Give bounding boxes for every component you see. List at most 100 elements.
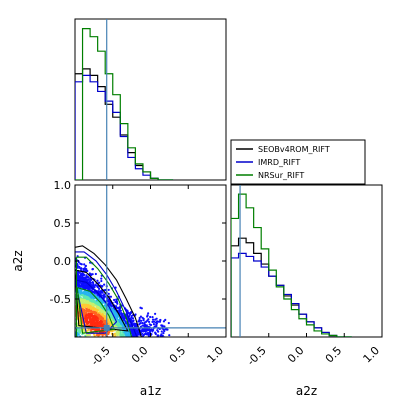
scatter-point: [133, 339, 135, 341]
scatter-point: [160, 333, 163, 336]
scatter-point: [134, 338, 136, 340]
scatter-point: [96, 306, 99, 309]
scatter-point: [102, 311, 105, 314]
scatter-point: [144, 339, 146, 341]
scatter-point: [148, 323, 151, 326]
scatter-point: [92, 306, 95, 309]
scatter-point: [92, 304, 95, 307]
scatter-point: [72, 327, 74, 329]
scatter-point: [73, 269, 75, 271]
scatter-point: [84, 318, 88, 321]
scatter-point: [77, 276, 80, 279]
scatter-point: [101, 313, 104, 316]
scatter-point: [111, 309, 115, 312]
scatter-point: [90, 313, 93, 316]
scatter-point: [102, 296, 105, 299]
scatter-point: [92, 282, 95, 285]
scatter-point: [87, 328, 90, 332]
scatter-point: [126, 309, 129, 312]
a2z-xtick-label: 0.5: [323, 344, 345, 366]
scatter-point: [139, 339, 141, 341]
scatter-point: [73, 310, 75, 312]
scatter-point: [157, 320, 160, 323]
scatter-point: [131, 332, 135, 335]
scatter-point: [89, 277, 92, 281]
scatter-point: [158, 320, 162, 323]
scatter-point: [130, 318, 133, 322]
scatter-point: [79, 291, 82, 294]
scatter-point: [133, 323, 136, 326]
scatter-point: [85, 268, 88, 271]
scatter-point: [113, 332, 116, 335]
scatter-point: [103, 316, 106, 319]
scatter-point: [84, 276, 88, 279]
scatter-point: [114, 311, 117, 314]
scatter-point: [86, 300, 89, 303]
scatter-point: [88, 314, 91, 317]
scatter-point: [78, 265, 81, 269]
scatter-point: [136, 329, 140, 332]
a2z-hist-series-1: [231, 252, 352, 337]
scatter-point: [89, 316, 92, 320]
scatter-point: [103, 319, 106, 322]
scatter-point: [115, 298, 118, 301]
scatter-point: [152, 320, 156, 323]
scatter-point: [96, 322, 100, 325]
scatter-point: [136, 338, 138, 340]
scatter-point: [128, 323, 131, 326]
scatter-point: [83, 311, 86, 314]
scatter-point: [161, 337, 163, 339]
legend-label-2: NRSur_RIFT: [258, 171, 304, 180]
scatter-point: [133, 337, 135, 339]
scatter-point: [96, 313, 100, 316]
y-axis-label-a2z: a2z: [11, 250, 25, 271]
scatter-point: [97, 287, 101, 291]
scatter-point: [141, 321, 144, 325]
scatter-point: [116, 338, 118, 340]
scatter-point: [91, 273, 94, 276]
scatter-point: [93, 333, 96, 337]
scatter-point: [109, 295, 113, 298]
scatter-point: [98, 291, 101, 294]
scatter-point: [109, 330, 112, 333]
scatter-point: [102, 338, 104, 340]
scatter-point: [91, 268, 94, 271]
scatter-point: [86, 279, 89, 282]
scatter-point: [160, 324, 163, 327]
scatter-point: [89, 319, 92, 322]
scatter-point: [127, 339, 129, 341]
a2z-xtick-label: -0.5: [244, 344, 268, 368]
scatter-point: [79, 331, 82, 334]
scatter-point: [83, 306, 86, 309]
a2z-xtick-label: 1.0: [361, 344, 383, 366]
scatter-point: [155, 323, 158, 326]
scatter-point: [131, 317, 135, 320]
scatter-point: [84, 265, 87, 268]
scatter-point: [89, 306, 93, 310]
scatter-point: [85, 274, 88, 277]
axis-labels: a1z a2z a2z: [11, 250, 317, 398]
scatter-point: [138, 323, 141, 326]
scatter-point: [130, 314, 133, 318]
scatter-point: [73, 318, 75, 320]
scatter-point: [85, 296, 88, 300]
scatter-point: [93, 314, 96, 318]
scatter-point: [156, 334, 159, 337]
scatter-point: [95, 316, 99, 319]
scatter-point: [87, 304, 91, 307]
scatter-point: [85, 334, 88, 337]
scatter-point: [93, 318, 96, 321]
scatter-point: [85, 304, 88, 308]
scatter-point: [92, 296, 95, 299]
scatter-point: [166, 328, 169, 331]
joint-xtick-label: 1.0: [205, 344, 227, 366]
scatter-point: [107, 320, 110, 323]
a2z-marginal-steps: [231, 185, 352, 337]
scatter-point: [147, 320, 151, 324]
scatter-point: [83, 285, 86, 288]
joint-xtick-label: 0.0: [129, 344, 151, 366]
scatter-point: [81, 294, 84, 297]
scatter-point: [79, 281, 82, 284]
scatter-point: [148, 330, 152, 333]
scatter-point: [96, 319, 100, 322]
